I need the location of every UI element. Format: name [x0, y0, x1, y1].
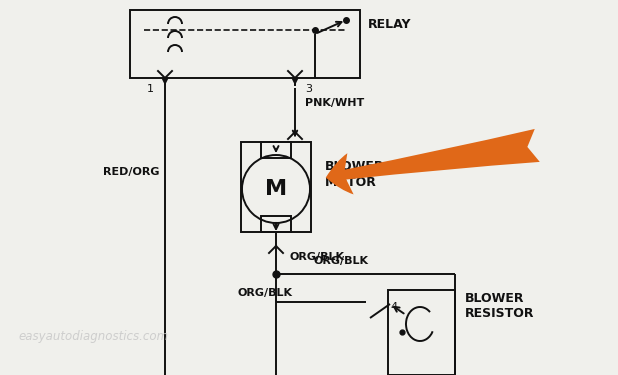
Bar — [241, 142, 311, 232]
Bar — [261, 216, 291, 232]
Bar — [388, 290, 455, 375]
Text: 3: 3 — [305, 84, 312, 94]
Text: ORG/BLK: ORG/BLK — [314, 256, 369, 266]
Text: BLOWER: BLOWER — [465, 292, 525, 305]
Bar — [130, 10, 360, 78]
Text: easyautodiagnostics.com: easyautodiagnostics.com — [18, 330, 168, 343]
Text: PNK/WHT: PNK/WHT — [305, 98, 364, 108]
Text: ORG/BLK: ORG/BLK — [238, 288, 293, 298]
Text: ORG/BLK: ORG/BLK — [290, 252, 345, 262]
Bar — [261, 142, 291, 158]
Text: 1: 1 — [147, 84, 154, 94]
Text: RESISTOR: RESISTOR — [465, 307, 535, 320]
Text: 4: 4 — [390, 302, 397, 312]
Text: MOTOR: MOTOR — [325, 176, 377, 189]
Text: RELAY: RELAY — [368, 18, 412, 32]
Text: M: M — [265, 179, 287, 199]
Text: BLOWER: BLOWER — [325, 160, 384, 173]
Text: RED/ORG: RED/ORG — [103, 167, 159, 177]
